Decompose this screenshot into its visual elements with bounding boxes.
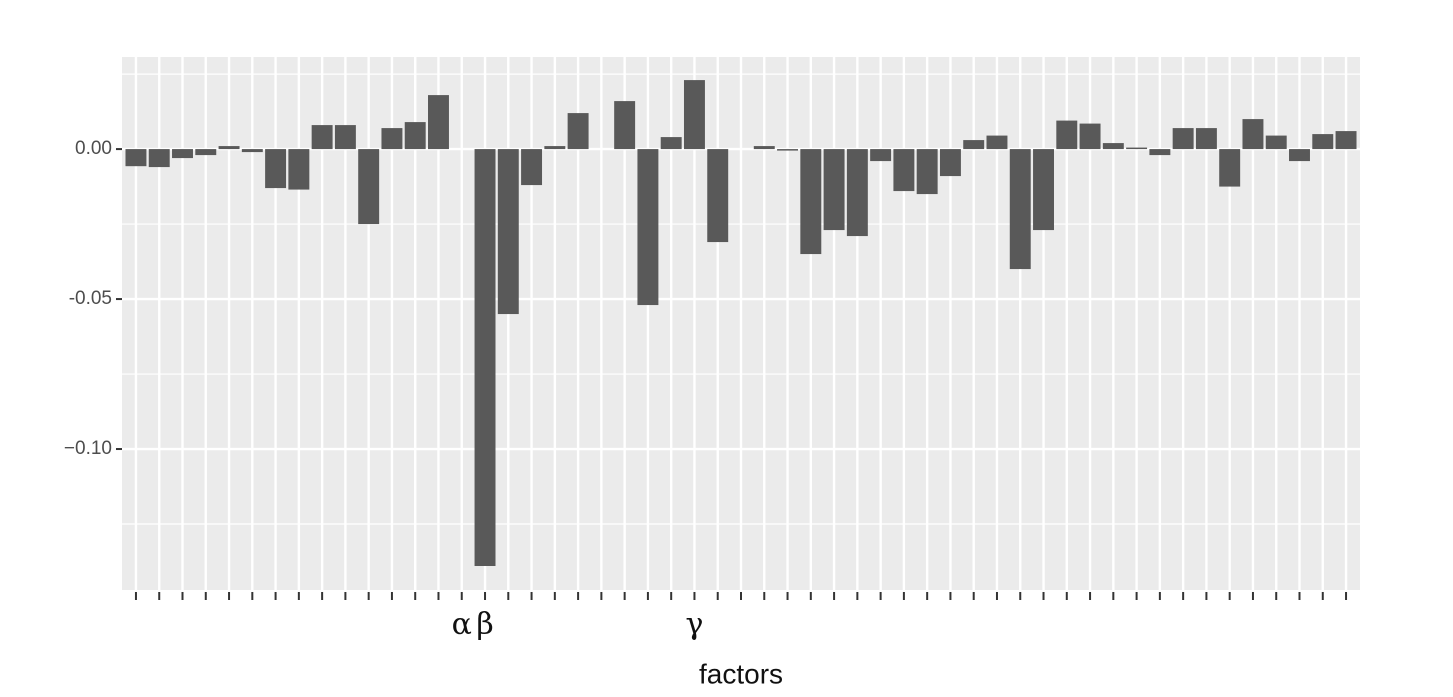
bar	[172, 149, 193, 159]
bar	[381, 128, 403, 150]
bar	[823, 149, 845, 231]
bar	[1009, 149, 1031, 270]
bar	[497, 149, 519, 315]
bar	[428, 95, 449, 150]
bar	[148, 149, 170, 168]
x-tick-label: β	[476, 607, 493, 642]
bar	[986, 135, 1008, 150]
bar	[637, 149, 659, 306]
bar	[1033, 149, 1054, 231]
bar	[265, 149, 287, 189]
bar	[1289, 149, 1310, 162]
bar	[567, 113, 589, 150]
bar	[241, 149, 263, 153]
bar	[521, 149, 543, 186]
y-tick-label: −0.10	[64, 438, 112, 459]
bar	[846, 149, 868, 237]
bar	[800, 149, 822, 255]
bar	[288, 149, 310, 190]
bar	[1265, 135, 1287, 150]
bar	[870, 149, 892, 162]
y-tick-label: 0.00	[75, 138, 112, 159]
x-tick-label: γ	[685, 607, 703, 642]
bar	[1242, 119, 1264, 150]
bar	[1219, 149, 1241, 187]
bar	[358, 149, 380, 225]
y-tick-label: -0.05	[69, 288, 112, 309]
bar	[893, 149, 915, 192]
bar	[1335, 131, 1357, 150]
bar	[195, 149, 217, 156]
bar	[1149, 149, 1171, 156]
bar	[683, 80, 705, 150]
bar	[963, 140, 985, 150]
x-tick-label: α	[452, 607, 472, 642]
bar	[1102, 143, 1124, 150]
bar	[1126, 147, 1148, 150]
bar	[1172, 128, 1194, 150]
bar	[939, 149, 961, 177]
bar	[1056, 120, 1078, 150]
bar	[544, 146, 566, 150]
bar	[753, 146, 775, 150]
bar	[311, 125, 333, 150]
bar	[334, 125, 356, 150]
bar	[404, 122, 426, 150]
bar	[1312, 134, 1334, 150]
bar	[660, 137, 682, 150]
x-axis-title: factors	[699, 658, 783, 689]
bar	[614, 101, 636, 150]
bar	[474, 149, 496, 567]
bar	[1079, 123, 1101, 150]
bar	[218, 146, 240, 150]
bar	[777, 149, 799, 151]
bar	[1195, 128, 1217, 150]
bar	[125, 149, 147, 167]
bar	[916, 149, 938, 195]
bar	[707, 149, 729, 243]
